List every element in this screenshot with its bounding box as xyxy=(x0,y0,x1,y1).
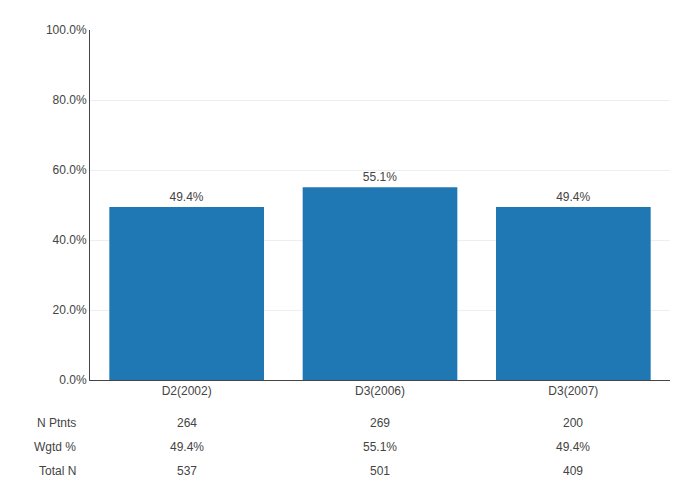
svg-text:60.0%: 60.0% xyxy=(53,163,87,177)
svg-text:269: 269 xyxy=(370,416,390,430)
svg-text:Total N: Total N xyxy=(39,464,76,478)
svg-text:49.4%: 49.4% xyxy=(169,190,203,204)
svg-text:20.0%: 20.0% xyxy=(53,303,87,317)
svg-text:537: 537 xyxy=(177,464,197,478)
svg-text:40.0%: 40.0% xyxy=(53,233,87,247)
svg-text:264: 264 xyxy=(177,416,197,430)
svg-text:Wgtd %: Wgtd % xyxy=(34,440,76,454)
svg-text:0.0%: 0.0% xyxy=(59,373,87,387)
svg-text:N Ptnts: N Ptnts xyxy=(37,416,76,430)
svg-text:409: 409 xyxy=(563,464,583,478)
svg-text:200: 200 xyxy=(563,416,583,430)
svg-text:80.0%: 80.0% xyxy=(53,93,87,107)
svg-text:49.4%: 49.4% xyxy=(556,190,590,204)
svg-text:D2(2002): D2(2002) xyxy=(162,384,212,398)
svg-text:D3(2006): D3(2006) xyxy=(355,384,405,398)
svg-text:100.0%: 100.0% xyxy=(46,23,87,37)
svg-text:49.4%: 49.4% xyxy=(170,440,204,454)
svg-text:D3(2007): D3(2007) xyxy=(548,384,598,398)
svg-text:49.4%: 49.4% xyxy=(556,440,590,454)
svg-text:55.1%: 55.1% xyxy=(363,170,397,184)
svg-text:501: 501 xyxy=(370,464,390,478)
svg-text:55.1%: 55.1% xyxy=(363,440,397,454)
